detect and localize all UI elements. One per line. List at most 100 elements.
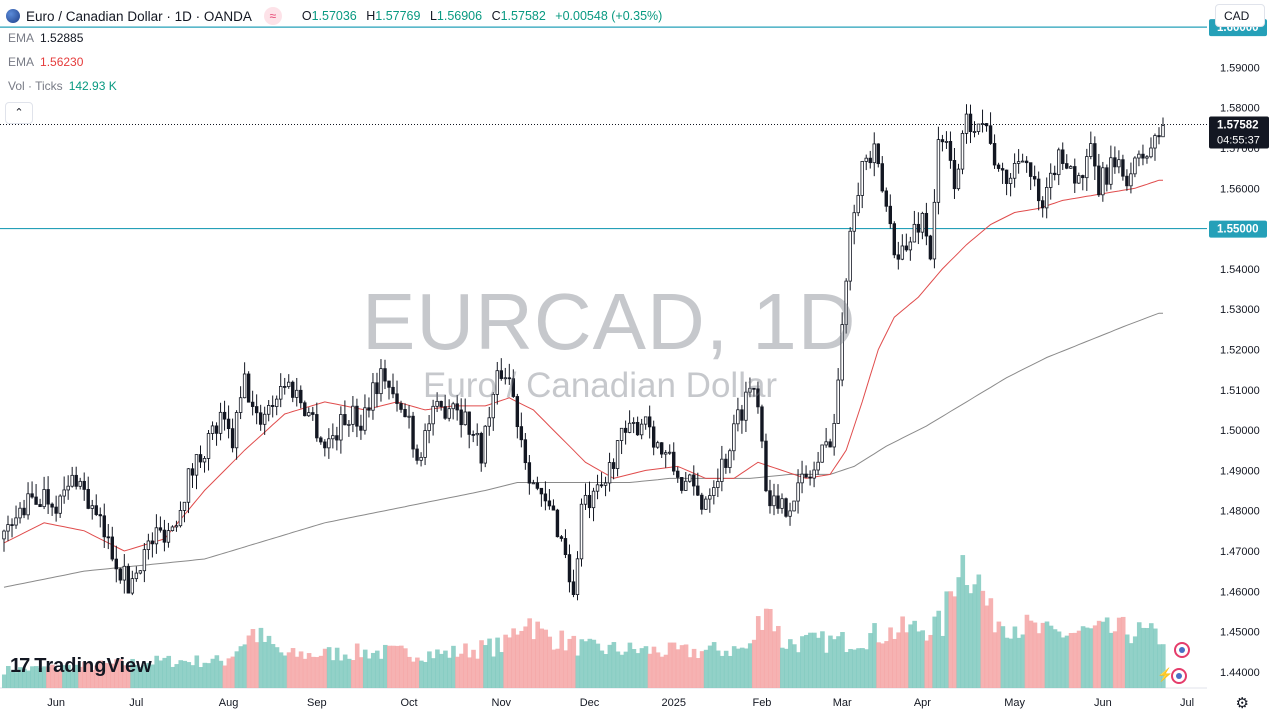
symbol-title[interactable]: Euro / Canadian Dollar · 1D · OANDA [26, 8, 252, 24]
volume-bar [407, 656, 412, 688]
volume-bar [22, 668, 27, 688]
volume-bar [471, 649, 476, 688]
volume-bar [447, 657, 452, 688]
economic-event-icon[interactable] [1174, 642, 1190, 658]
candle-body [303, 402, 307, 417]
volume-bar [731, 646, 737, 688]
candle-body [110, 536, 114, 560]
volume-bar [1040, 622, 1046, 688]
volume-bar [715, 650, 721, 688]
candle-body [635, 422, 640, 436]
volume-bar [234, 651, 240, 688]
candle-body [54, 506, 58, 514]
indicator-ema-fast[interactable]: EMA 1.56230 [8, 55, 84, 69]
volume-bar [679, 645, 685, 688]
volume-bar [1032, 622, 1038, 688]
volume-bar [487, 638, 492, 688]
volume-bar [804, 634, 809, 688]
indicator-volume[interactable]: Vol · Ticks 142.93 K [8, 79, 117, 93]
candle-body [932, 201, 937, 260]
compare-badge-icon[interactable]: ≈ [263, 7, 282, 25]
volume-bar [50, 664, 55, 688]
candle-body [571, 581, 576, 596]
volume-bar [1148, 623, 1154, 688]
volume-bar [431, 658, 436, 688]
tradingview-logo[interactable]: 17 TradingView [10, 655, 152, 678]
collapse-indicators-button[interactable]: ⌃ [5, 102, 33, 124]
candle-body [1117, 159, 1121, 168]
candle-body [114, 558, 118, 570]
volume-bar [1056, 631, 1062, 688]
volume-bar [928, 634, 934, 688]
volume-bar [1116, 617, 1122, 688]
volume-bar [743, 648, 749, 688]
candle-body [567, 554, 572, 583]
candle-body [118, 568, 123, 581]
settings-gear-icon[interactable]: ⚙ [1235, 695, 1249, 712]
volume-bar [463, 643, 468, 688]
volume-bar [631, 649, 637, 688]
candle-body [964, 113, 969, 134]
candle-body [792, 500, 796, 512]
volume-bar [386, 645, 392, 688]
candle-body [359, 425, 363, 431]
currency-button[interactable]: CAD [1215, 4, 1265, 27]
candle-body [916, 223, 921, 233]
volume-bar [727, 655, 733, 688]
candle-body [1049, 172, 1053, 188]
volume-bar [370, 652, 376, 688]
volume-bar [976, 574, 982, 688]
volume-bar [419, 660, 424, 688]
volume-bar [880, 643, 885, 688]
volume-bar [250, 629, 256, 688]
candle-body [507, 377, 512, 380]
volume-bar [812, 632, 817, 688]
candle-body [836, 379, 840, 424]
volume-bar [531, 639, 536, 688]
tradingview-wordmark: TradingView [34, 655, 152, 677]
volume-bar [411, 661, 416, 688]
candle-body [475, 432, 479, 436]
volume-bar [278, 652, 284, 688]
y-tick-label: 1.44000 [1220, 667, 1260, 679]
candle-body [126, 565, 131, 594]
candle-body [920, 212, 925, 233]
volume-bar [599, 650, 605, 688]
y-tick-label: 1.49000 [1220, 465, 1260, 477]
volume-bar [326, 647, 332, 688]
volume-bar [206, 663, 212, 688]
candle-body [551, 505, 556, 511]
candle-body [928, 235, 933, 260]
volume-bar [34, 666, 39, 688]
y-tick-label: 1.58000 [1220, 103, 1260, 115]
candle-body [840, 324, 844, 381]
candle-body [275, 398, 279, 407]
indicator-ema-slow[interactable]: EMA 1.52885 [8, 31, 84, 45]
volume-bar [615, 651, 621, 688]
volume-bar [378, 658, 384, 688]
candle-body [924, 212, 929, 237]
volume-bar [274, 647, 280, 688]
economic-event-icon[interactable] [1171, 668, 1187, 684]
candle-body [427, 423, 431, 431]
volume-bar [711, 642, 717, 688]
volume-bar [816, 637, 821, 688]
volume-bar [218, 660, 224, 688]
volume-bar [266, 635, 272, 688]
volume-bar [1096, 620, 1102, 688]
candle-body [968, 113, 973, 133]
candle-body [327, 438, 331, 449]
volume-bar [1144, 628, 1150, 688]
x-tick-label: Feb [752, 697, 771, 709]
volume-bar [1060, 637, 1066, 688]
candle-body [728, 450, 732, 468]
dividend-bolt-icon[interactable]: ⚡ [1157, 667, 1174, 682]
volume-bar [1000, 626, 1006, 688]
volume-bar [619, 654, 625, 688]
candle-body [547, 500, 552, 507]
candle-body [50, 503, 54, 508]
volume-bar [98, 660, 103, 688]
volume-bar [6, 665, 11, 688]
candle-body [1133, 157, 1137, 175]
